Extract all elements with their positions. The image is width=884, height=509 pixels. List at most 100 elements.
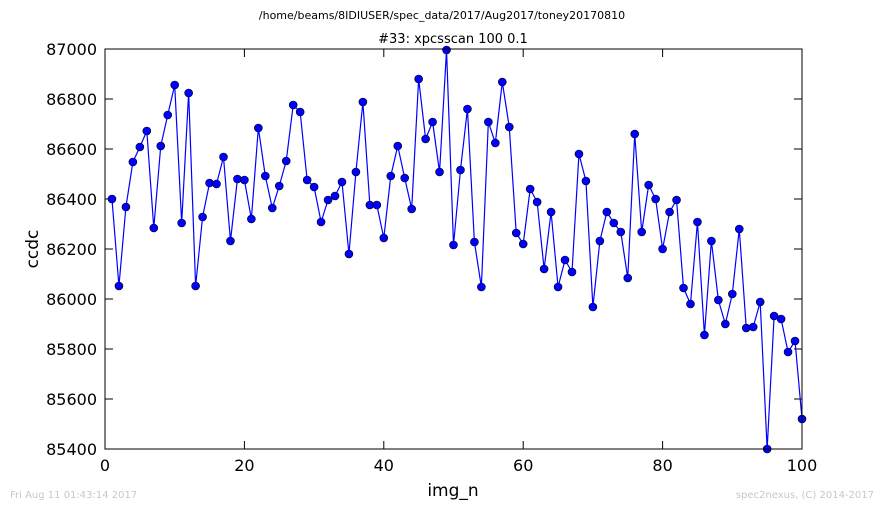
data-point [714, 295, 723, 305]
data-point [616, 227, 626, 237]
data-point [281, 156, 291, 166]
data-point [504, 122, 514, 132]
data-point [567, 267, 577, 277]
data-point [274, 181, 284, 191]
data-point [470, 237, 479, 247]
data-point [372, 200, 382, 210]
chart-title: #33: xpcsscan 100 0.1 [378, 32, 528, 47]
data-point [358, 97, 368, 107]
data-point [421, 134, 430, 144]
data-point [511, 228, 521, 238]
y-tick-label: 86400 [46, 190, 97, 209]
data-point [721, 319, 730, 329]
data-point [330, 191, 340, 201]
data-point [107, 194, 117, 204]
x-tick-label: 40 [374, 456, 394, 475]
series-markers [107, 45, 807, 454]
data-point [184, 88, 193, 98]
data-point [539, 264, 549, 274]
x-axis-ticks: 0 20 40 60 80 100 [100, 49, 817, 475]
data-point [261, 171, 270, 181]
data-point [240, 175, 249, 185]
suptitle: /home/beams/8IDIUSER/spec_data/2017/Aug2… [259, 9, 625, 22]
data-layer [107, 45, 807, 454]
data-point [114, 281, 124, 291]
data-point [435, 167, 444, 177]
data-point [497, 77, 507, 87]
data-point [323, 195, 333, 205]
data-point [442, 45, 451, 55]
data-point [226, 236, 235, 246]
data-point [693, 217, 702, 227]
y-axis-label: ccdc [23, 230, 43, 269]
data-point [142, 126, 152, 136]
data-point [386, 171, 396, 181]
footer-credit: spec2nexus, (C) 2014-2017 [736, 490, 874, 501]
data-point [407, 204, 416, 214]
y-tick-label: 86800 [46, 90, 97, 109]
data-point [484, 117, 493, 127]
data-point [491, 138, 500, 148]
data-point [351, 167, 361, 177]
data-point [316, 217, 326, 227]
data-point [379, 233, 389, 243]
data-point [602, 207, 612, 217]
footer-timestamp: Fri Aug 11 01:43:14 2017 [10, 490, 137, 501]
data-point [177, 218, 186, 228]
data-point [700, 330, 709, 340]
y-axis-ticks: 85400 85600 85800 86000 86200 86400 86600 86800… [46, 40, 802, 459]
data-point [783, 347, 793, 357]
data-point [428, 117, 437, 127]
data-point [525, 184, 535, 194]
data-point [163, 110, 173, 120]
data-point [400, 173, 410, 183]
y-tick-label: 86600 [46, 140, 97, 159]
data-point [665, 207, 674, 217]
data-point [644, 180, 653, 190]
data-point [247, 214, 256, 224]
data-point [686, 299, 695, 309]
data-point [776, 314, 786, 324]
y-tick-label: 85800 [46, 340, 97, 359]
data-point [679, 283, 688, 293]
data-point [672, 195, 681, 205]
data-point [553, 282, 563, 292]
data-point [477, 282, 486, 292]
data-point [790, 336, 800, 346]
x-tick-label: 100 [787, 456, 818, 475]
x-tick-label: 60 [513, 456, 533, 475]
data-point [414, 74, 423, 84]
data-point [609, 218, 619, 228]
data-point [288, 100, 298, 110]
data-point [727, 289, 737, 299]
data-point [191, 281, 200, 291]
plot-frame [104, 48, 803, 450]
data-point [267, 203, 277, 213]
data-point [309, 182, 319, 192]
data-point [734, 224, 744, 234]
data-point [302, 175, 312, 185]
data-point [463, 104, 472, 114]
x-tick-label: 80 [652, 456, 672, 475]
y-tick-label: 86200 [46, 240, 97, 259]
data-point [588, 302, 598, 312]
y-tick-label: 87000 [46, 40, 97, 59]
x-axis-label: img_n [427, 481, 478, 501]
data-point [170, 80, 179, 90]
data-point [149, 223, 159, 233]
data-point [581, 176, 591, 186]
data-point [651, 194, 660, 204]
x-tick-label: 20 [234, 456, 254, 475]
data-point [135, 142, 145, 152]
data-point [295, 107, 305, 117]
data-point [337, 177, 347, 187]
data-point [595, 236, 605, 246]
data-point [198, 212, 207, 222]
data-point [658, 244, 667, 254]
data-point [637, 227, 646, 237]
data-point [623, 273, 633, 283]
data-point [560, 255, 570, 265]
data-point [630, 129, 640, 139]
data-point [532, 197, 542, 207]
